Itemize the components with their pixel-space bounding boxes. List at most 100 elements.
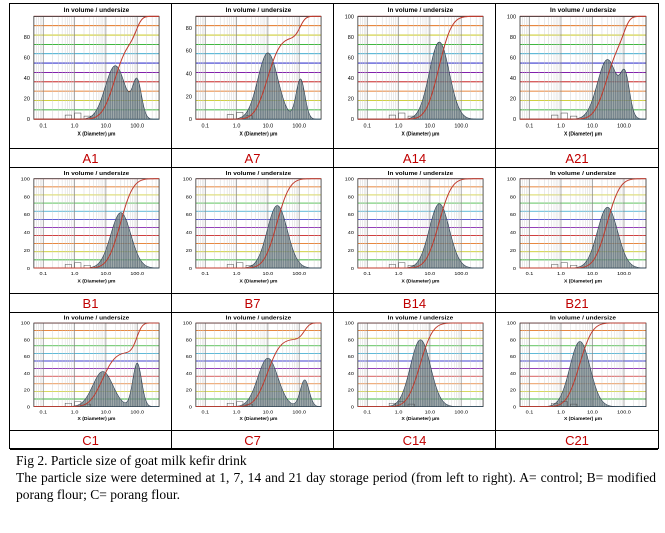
- caption-title: Fig 2. Particle size of goat milk kefir …: [16, 453, 247, 468]
- panel-label: B14: [334, 294, 496, 313]
- x-axis-label: X (Diameter) µm: [402, 416, 440, 421]
- x-tick-label: 0.1: [39, 123, 47, 129]
- histogram-bar: [551, 114, 559, 120]
- y-tick-label: 20: [348, 248, 354, 254]
- y-tick-label: 20: [510, 248, 516, 254]
- panel-label: C21: [496, 431, 658, 450]
- panel-label: B21: [496, 294, 658, 313]
- chart-panel-a21: In volume / undersize 0 20 40 60 80 100 0.1 1.0 1…: [496, 4, 658, 149]
- y-tick-label: 80: [186, 338, 192, 343]
- x-axis-label: X (Diameter) µm: [78, 279, 116, 285]
- y-tick-label: 60: [510, 212, 516, 218]
- x-tick-label: 1.0: [395, 410, 403, 415]
- y-tick-label: 40: [348, 230, 354, 236]
- y-tick-label: 80: [348, 35, 354, 41]
- x-tick-label: 10.0: [587, 271, 598, 277]
- x-tick-label: 1.0: [557, 271, 565, 277]
- y-tick-label: 80: [186, 26, 192, 32]
- chart-svg: In volume / undersize 0 20 40 60 80 100 0.1 1.0 1…: [183, 170, 322, 285]
- panel-title: In volume / undersize: [388, 316, 454, 321]
- x-tick-label: 0.1: [526, 410, 534, 415]
- histogram-bar: [388, 264, 396, 269]
- y-tick-label: 80: [348, 195, 354, 201]
- y-tick-label: 100: [21, 321, 30, 326]
- y-tick-label: 0: [513, 405, 516, 410]
- x-tick-label: 1.0: [233, 410, 241, 415]
- histogram-bar: [551, 264, 559, 269]
- x-tick-label: 1.0: [233, 271, 241, 277]
- y-tick-label: 100: [345, 321, 354, 326]
- y-tick-label: 0: [27, 405, 30, 410]
- y-tick-label: 40: [348, 371, 354, 376]
- y-tick-label: 0: [351, 405, 354, 410]
- panel-label: B7: [172, 294, 334, 313]
- cumulative-curve: [195, 322, 322, 408]
- panel-label: A21: [496, 149, 658, 168]
- y-tick-label: 0: [189, 405, 192, 410]
- y-tick-label: 40: [186, 71, 192, 77]
- histogram-bar: [236, 262, 244, 269]
- y-tick-label: 40: [24, 371, 30, 376]
- x-tick-label: 0.1: [39, 410, 47, 415]
- y-tick-label: 0: [513, 266, 516, 272]
- x-tick-label: 100.0: [292, 271, 306, 277]
- x-tick-label: 10.0: [101, 271, 112, 277]
- chart-svg: In volume / undersize 0 20 40 60 80 100 0.1 1.0 1…: [507, 7, 647, 138]
- histogram-bar: [407, 403, 415, 407]
- x-tick-label: 0.1: [201, 410, 209, 415]
- x-axis-label: X (Diameter) µm: [78, 416, 116, 421]
- y-tick-label: 0: [189, 117, 192, 123]
- y-tick-label: 20: [348, 388, 354, 393]
- y-tick-label: 20: [186, 248, 192, 254]
- x-tick-label: 1.0: [557, 410, 565, 415]
- x-tick-label: 1.0: [557, 123, 565, 129]
- panel-label: A7: [172, 149, 334, 168]
- x-tick-label: 100.0: [454, 123, 468, 129]
- y-tick-label: 0: [27, 266, 30, 272]
- x-tick-label: 1.0: [71, 123, 79, 129]
- x-tick-label: 100.0: [130, 271, 144, 277]
- chart-panel-b21: In volume / undersize 0 20 40 60 80 100 0.1 1.0 1…: [496, 168, 658, 294]
- x-tick-label: 0.1: [39, 271, 47, 277]
- x-axis-label: X (Diameter) µm: [240, 132, 278, 138]
- y-tick-label: 60: [24, 55, 30, 61]
- y-tick-label: 40: [24, 76, 30, 82]
- y-tick-label: 20: [510, 97, 516, 103]
- x-axis-label: X (Diameter) µm: [564, 279, 602, 285]
- x-tick-label: 100.0: [130, 410, 144, 415]
- chart-svg: In volume / undersize 0 20 40 60 80 100 0.1 1.0 1…: [345, 316, 484, 421]
- cumulative-curve: [33, 178, 160, 269]
- cumulative-curve: [357, 322, 484, 408]
- x-tick-label: 10.0: [425, 271, 436, 277]
- panel-label: B1: [10, 294, 172, 313]
- panel-label: C1: [10, 431, 172, 450]
- chart-panel-c7: In volume / undersize 0 20 40 60 80 100 0.1 1.0 1…: [172, 313, 334, 431]
- x-tick-label: 0.1: [363, 271, 371, 277]
- y-tick-label: 60: [186, 49, 192, 55]
- x-axis-label: X (Diameter) µm: [564, 416, 602, 421]
- chart-svg: In volume / undersize 0 20 40 60 80 100 0.1 1.0 1…: [21, 316, 160, 421]
- y-tick-label: 40: [24, 230, 30, 236]
- x-tick-label: 10.0: [263, 410, 274, 415]
- y-tick-label: 40: [510, 76, 516, 82]
- x-tick-label: 0.1: [526, 123, 534, 129]
- x-tick-label: 0.1: [201, 123, 209, 129]
- y-tick-label: 40: [186, 371, 192, 376]
- chart-panel-a1: In volume / undersize 0 20 40 60 80 0.1 1.0 10.0…: [10, 4, 172, 149]
- y-tick-label: 100: [183, 321, 192, 326]
- y-tick-label: 60: [348, 212, 354, 218]
- x-tick-label: 100.0: [130, 123, 144, 129]
- x-tick-label: 100.0: [292, 123, 306, 129]
- panel-label: A14: [334, 149, 496, 168]
- panel-title: In volume / undersize: [550, 170, 617, 177]
- histogram-bar: [388, 114, 396, 120]
- x-axis-label: X (Diameter) µm: [240, 279, 278, 285]
- panel-title: In volume / undersize: [550, 7, 616, 14]
- panel-title: In volume / undersize: [64, 316, 130, 321]
- cumulative-curve: [33, 322, 160, 408]
- chart-panel-a14: In volume / undersize 0 20 40 60 80 100 0.1 1.0 1…: [334, 4, 496, 149]
- histogram-bar: [398, 262, 406, 269]
- y-tick-label: 40: [510, 371, 516, 376]
- y-tick-label: 20: [24, 248, 30, 254]
- histogram-bar: [74, 262, 82, 269]
